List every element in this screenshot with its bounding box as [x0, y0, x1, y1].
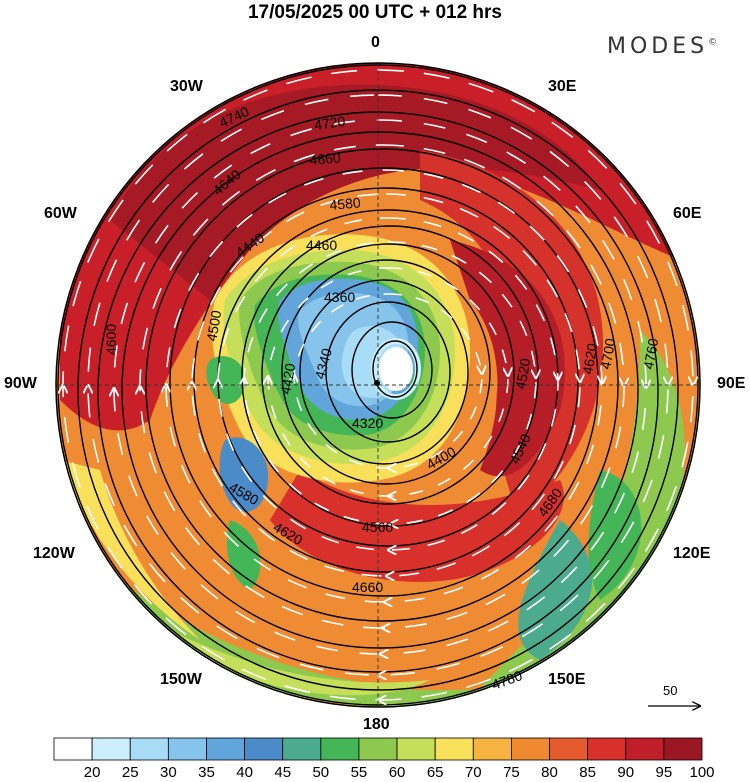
lon-label-150e: 150E	[548, 671, 586, 688]
colorbar-tick-label: 35	[198, 764, 215, 781]
contour-label: 4560	[362, 519, 393, 535]
colorbar-tick-label: 85	[579, 764, 596, 781]
colorbar-tick-label: 65	[426, 764, 444, 781]
colorbar-swatch	[320, 737, 360, 761]
colorbar-swatch	[91, 737, 131, 761]
colorbar-swatch	[167, 737, 207, 761]
lon-label-150w: 150W	[160, 671, 202, 688]
colorbar	[53, 737, 703, 761]
colorbar-tick-label: 45	[274, 764, 292, 781]
colorbar-swatch	[282, 737, 322, 761]
colorbar-swatch	[244, 737, 284, 761]
colorbar-tick-label: 40	[236, 764, 253, 781]
contour-label: 4520	[512, 357, 533, 391]
colorbar-tick-label: 70	[464, 764, 482, 781]
colorbar-swatch	[587, 737, 627, 761]
colorbar-swatch	[625, 737, 665, 761]
contour-label: 4360	[324, 289, 355, 305]
colorbar-tick-label: 50	[312, 764, 330, 781]
colorbar-tick-label: 90	[617, 764, 635, 781]
colorbar-tick-label: 95	[655, 764, 673, 781]
colorbar-swatch	[472, 737, 512, 761]
contour-label: 4720	[313, 113, 346, 133]
contour-label: 4420	[277, 362, 298, 396]
lon-label-30w: 30W	[170, 78, 203, 95]
colorbar-swatch	[358, 737, 398, 761]
colorbar-swatch	[206, 737, 245, 761]
contour-label: 4340	[311, 346, 335, 380]
lon-label-180: 180	[363, 716, 390, 733]
contour-label: 4760	[640, 337, 661, 371]
contour-label: 4700	[597, 337, 618, 371]
contour-label: 4320	[352, 415, 383, 431]
colorbar-tick-label: 75	[503, 764, 520, 781]
lon-label-60w: 60W	[44, 205, 77, 222]
lon-label-120w: 120W	[33, 545, 75, 562]
colorbar-swatch	[663, 737, 703, 761]
lon-label-90e: 90E	[717, 375, 746, 392]
colorbar-swatch	[129, 737, 169, 761]
lon-label-0: 0	[371, 34, 380, 51]
colorbar-swatch	[53, 737, 93, 761]
colorbar-tick-label: 55	[350, 764, 368, 781]
wind-reference-value: 50	[663, 683, 678, 698]
colorbar-tick-label: 80	[541, 764, 558, 781]
colorbar-tick-label: 20	[83, 764, 101, 781]
pole-marker	[374, 380, 380, 386]
lon-label-120e: 120E	[673, 545, 711, 562]
contour-label: 4580	[329, 194, 362, 213]
contour-label-group: 4740 4720 4660 4640 4580 4460 4440 4360 …	[103, 103, 661, 693]
colorbar-tick-label: 30	[160, 764, 177, 781]
lon-label-90w: 90W	[4, 375, 37, 392]
colorbar-tick-label: 100	[689, 764, 715, 781]
colorbar-swatch	[396, 737, 436, 761]
colorbar-tick-label: 60	[388, 764, 406, 781]
contour-label: 4620	[579, 342, 600, 376]
lon-label-60e: 60E	[673, 205, 702, 222]
colorbar-tick-label: 25	[121, 764, 139, 781]
colorbar-swatch	[549, 737, 589, 761]
contour-label: 4660	[309, 149, 342, 168]
map-boundary	[55, 62, 701, 708]
wind-streamlines	[63, 69, 693, 700]
contour-label: 4660	[352, 579, 383, 595]
contour-label: 4500	[203, 309, 224, 343]
map-title: 17/05/2025 00 UTC + 012 hrs	[247, 2, 503, 23]
brand-logo: MODES©	[607, 34, 718, 59]
lon-label-30e: 30E	[548, 78, 577, 95]
contour-label: 4460	[306, 237, 337, 253]
contour-label: 4600	[103, 324, 119, 355]
colorbar-swatch	[434, 737, 474, 761]
colorbar-swatch	[511, 737, 550, 761]
